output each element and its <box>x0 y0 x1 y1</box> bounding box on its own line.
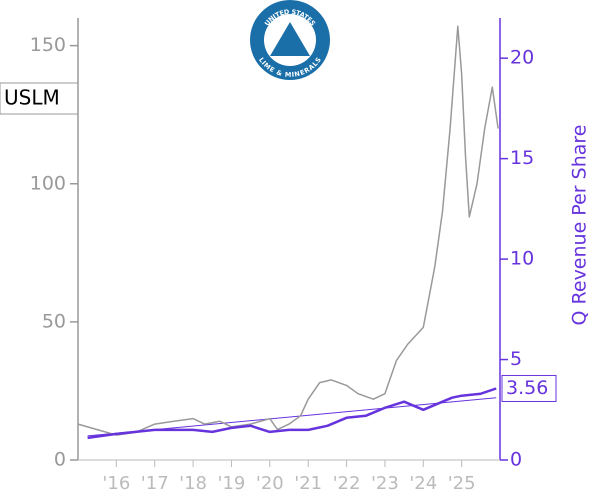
revenue-line <box>87 387 497 440</box>
y2-tick-label: 10 <box>510 248 534 270</box>
x-tick-label: '24 <box>409 473 437 494</box>
x-tick-label: '21 <box>294 473 322 494</box>
ticker: USLM <box>4 86 60 110</box>
logo-pyramid <box>270 22 310 56</box>
x-tick-label: '22 <box>333 473 361 494</box>
y2-tick-label: 15 <box>510 147 534 169</box>
ticker-box <box>0 82 79 115</box>
y2-tick-label: 5 <box>510 348 522 370</box>
y-tick-label: 50 <box>42 310 66 332</box>
x-tick-label: '17 <box>141 473 169 494</box>
y2-tick-label: 20 <box>510 47 534 69</box>
value-label: 3.56 <box>506 377 548 399</box>
x-tick-label: '18 <box>179 473 207 494</box>
logo: UNITED STATES LIME & MINERALS <box>250 0 330 80</box>
x-tick-label: '20 <box>256 473 284 494</box>
value-label-box <box>501 374 557 402</box>
y-tick-label: 100 <box>30 172 66 194</box>
x-tick-label: '16 <box>102 473 130 494</box>
y-tick-label: 0 <box>54 449 66 471</box>
y2-axis-label: Q Revenue Per Share <box>569 125 591 326</box>
y-tick-label: 150 <box>30 34 66 56</box>
x-tick-label: '25 <box>448 473 476 494</box>
x-tick-label: '23 <box>371 473 399 494</box>
price-line <box>77 25 499 436</box>
y2-tick-label: 0 <box>510 449 522 471</box>
x-tick-label: '19 <box>218 473 246 494</box>
